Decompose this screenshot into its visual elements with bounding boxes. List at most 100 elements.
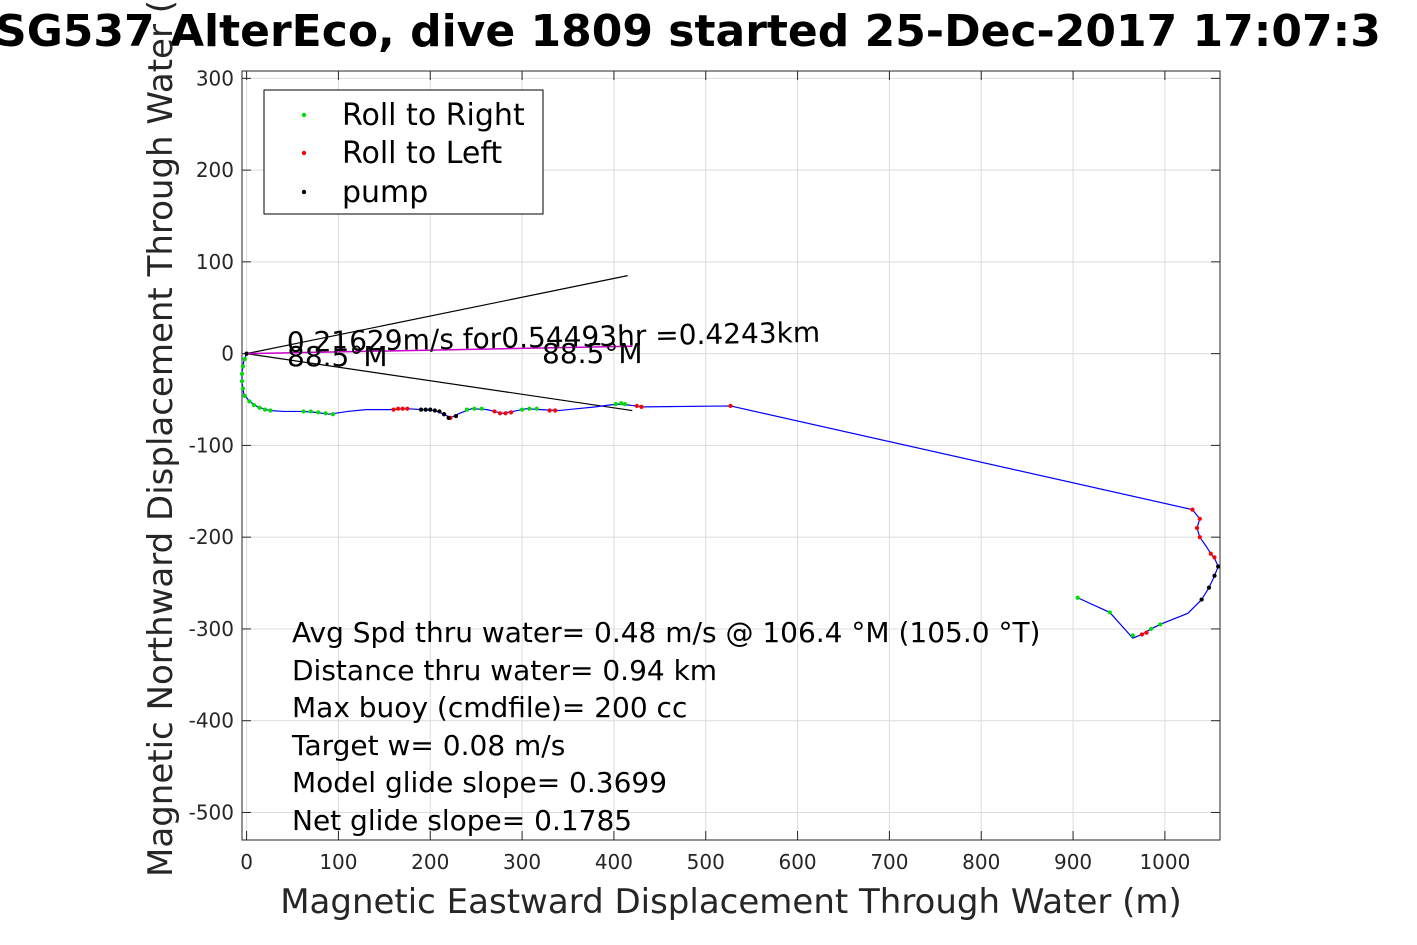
point-roll-right [251,402,257,408]
x-tick-label: 400 [595,850,633,874]
point-roll-left [1197,516,1202,521]
point-pump [441,412,447,417]
point-roll-right [1107,610,1112,615]
x-tick-label: 100 [319,850,357,874]
point-roll-right [479,406,484,411]
point-roll-right [622,402,628,407]
chart-title: SG537 AlterEco, dive 1809 started 25-Dec… [0,6,1381,57]
point-roll-right [464,407,470,412]
point-roll-left [508,410,514,415]
point-roll-left [1139,632,1145,637]
point-pump [446,415,451,420]
legend-item-left: Roll to Left [342,136,502,171]
wedge-line [246,353,633,412]
y-tick-label: -200 [189,525,234,549]
point-roll-right [323,411,328,416]
point-roll-right [619,401,624,406]
y-tick-label: -100 [189,433,234,457]
point-roll-right [301,409,306,414]
y-tick-label: -500 [189,800,234,824]
point-roll-right [247,399,252,404]
legend-box [263,89,544,215]
point-roll-right [1149,626,1154,632]
x-tick-label: 600 [778,850,816,874]
x-tick-label: 800 [962,850,1000,874]
point-roll-right [316,410,321,415]
legend-marker-pump [301,189,307,195]
track-line [241,353,1219,639]
y-tick-label: 100 [196,250,234,274]
stat-target-w: Target w= 0.08 m/s [291,729,565,762]
stat-distance: Distance thru water= 0.94 km [292,654,717,687]
point-roll-left [1208,551,1213,556]
dive-track [241,353,1219,639]
x-tick-label: 700 [870,850,908,874]
point-pump [244,351,249,356]
legend: Roll to Right Roll to Left pump [263,89,544,215]
point-pump [1216,564,1221,569]
point-roll-left [503,411,508,416]
point-roll-right [330,412,336,417]
point-roll-right [242,357,247,362]
point-roll-left [1144,630,1149,635]
point-pump [423,407,428,412]
x-tick-label: 900 [1054,850,1092,874]
point-roll-left [405,406,410,411]
stats-block: Avg Spd thru water= 0.48 m/s @ 106.4 °M … [291,616,1040,837]
y-tick-label: 0 [221,342,234,366]
point-pump [437,409,442,414]
point-roll-right [240,386,246,391]
y-tick-label: -400 [189,709,234,733]
point-roll-left [492,409,497,414]
point-roll-left [1194,525,1200,531]
point-roll-right [527,406,532,411]
y-tick-label: 200 [196,158,234,182]
point-roll-right [308,409,313,414]
point-pump [1206,585,1212,590]
point-pump [418,407,424,412]
point-roll-right [239,379,245,384]
plot-frame [241,70,1221,841]
point-roll-right [242,393,247,398]
heading-wedge [246,275,633,412]
stat-model-glide: Model glide slope= 0.3699 [292,766,667,799]
point-roll-right [534,406,539,411]
point-pump [432,408,437,413]
x-axis-label: Magnetic Eastward Displacement Through W… [280,882,1182,922]
point-pump [453,413,459,419]
y-tick-label: 300 [196,66,234,90]
legend-marker-left [301,150,307,156]
point-roll-right [472,406,477,411]
point-roll-left [547,408,552,413]
point-roll-left [639,404,644,409]
x-tick-label: 300 [503,850,541,874]
grid-lines [242,71,1220,840]
point-roll-right [240,364,246,369]
point-roll-left [400,406,405,411]
heading-end-label: 88.5°M [542,337,643,370]
heading-line [246,345,633,355]
point-roll-right [1158,622,1163,627]
point-roll-left [1197,535,1202,540]
heading-start-label: 88.5°M [287,340,388,373]
x-tick-label: 1000 [1139,850,1190,874]
point-roll-left [1190,507,1195,512]
point-roll-right [1130,633,1135,638]
y-tick-label: -300 [189,617,234,641]
point-pump [1199,597,1204,602]
x-tick-label: 200 [411,850,449,874]
point-roll-right [268,408,273,413]
axis-ticks: 0 100 200 300 400 500 600 700 800 900 100030020010… [189,66,1220,874]
point-roll-left [396,406,401,411]
stat-avg-speed: Avg Spd thru water= 0.48 m/s @ 106.4 °M … [292,616,1040,649]
point-roll-left [391,407,396,412]
point-roll-right [262,407,268,412]
point-roll-right [239,371,245,376]
stat-max-buoy: Max buoy (cmdfile)= 200 cc [292,691,687,724]
wedge-line [246,275,628,355]
point-roll-left [497,411,503,416]
legend-marker-right [301,112,307,118]
point-pump [428,407,433,412]
legend-item-pump: pump [342,175,428,210]
